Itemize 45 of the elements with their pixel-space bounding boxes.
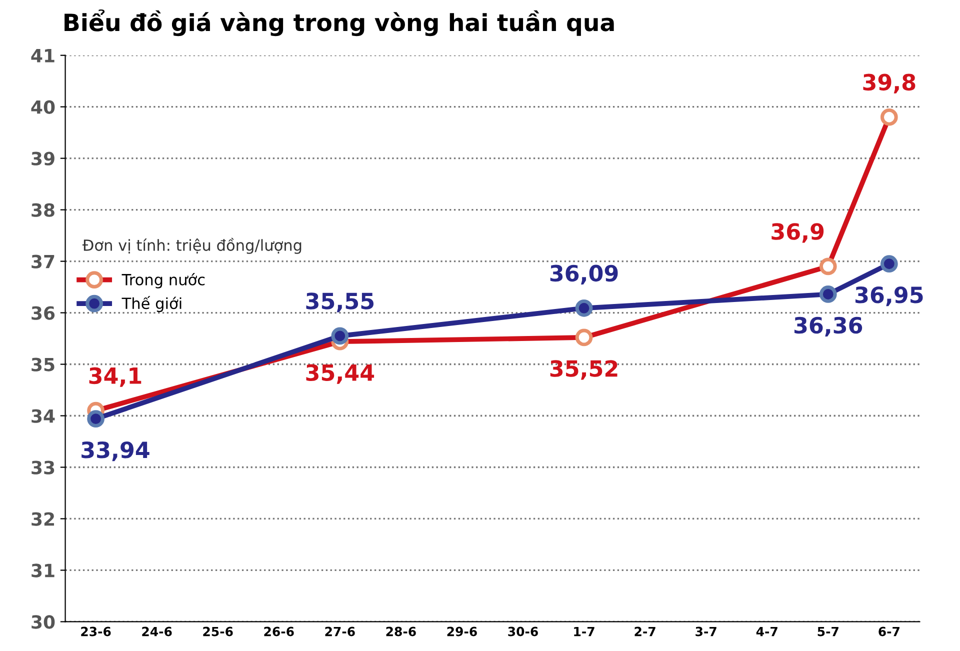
data-label: 36,9: [772, 223, 824, 243]
x-tick-label: 5-7: [818, 626, 838, 636]
y-tick-label: 38: [32, 203, 54, 217]
x-tick-label: 2-7: [634, 626, 656, 636]
point: [880, 255, 898, 273]
y-tick-label: 40: [31, 100, 55, 114]
data-label: 36,95: [856, 286, 923, 306]
data-label: 36,09: [550, 264, 618, 284]
point: [87, 410, 104, 428]
data-label: 33,94: [82, 441, 150, 462]
x-tick-label: 27-6: [325, 626, 355, 636]
x-tick-label: 1-7: [574, 626, 594, 636]
data-label: 36,36: [794, 316, 862, 337]
data-label: 35,52: [550, 360, 618, 380]
annotation: Đơn vị tính: triệu đồng/lượng: [82, 238, 302, 254]
x-tick-label: 26-6: [264, 626, 294, 636]
point: [331, 327, 349, 345]
x-tick-label: 4-7: [756, 626, 778, 636]
x-tick-label: 3-7: [696, 626, 716, 636]
x-tick-label: 25-6: [203, 626, 233, 636]
y-tick-label: 39: [32, 152, 54, 166]
x-tick-label: 28-6: [386, 626, 416, 636]
y-tick-label: 31: [32, 564, 54, 578]
data-label: 35,44: [306, 364, 374, 384]
y-tick-label: 36: [32, 306, 55, 320]
x-tick-label: 6-7: [878, 626, 900, 636]
point: [575, 299, 593, 317]
chart-title: Biểu đồ giá vàng trong vòng hai tuần qua: [64, 9, 614, 36]
data-label: 35,55: [306, 292, 374, 312]
data-label: 39,8: [863, 74, 916, 94]
y-tick-label: 34: [32, 409, 55, 423]
x-tick-label: 30-6: [508, 626, 538, 636]
y-tick-label: 30: [32, 615, 55, 629]
legend-label: Trong nước: [122, 272, 205, 288]
x-tick-label: 24-6: [142, 626, 172, 636]
data-label: 34,1: [89, 367, 142, 387]
y-tick-label: 32: [32, 512, 54, 526]
y-tick-label: 37: [32, 254, 54, 268]
x-tick-label: 23-6: [81, 626, 111, 636]
legend-label: Thế giới: [122, 296, 182, 312]
y-tick-label: 33: [32, 460, 54, 474]
y-tick-label: 41: [31, 49, 54, 62]
point: [819, 286, 837, 303]
x-tick-label: 29-6: [447, 626, 477, 636]
y-tick-label: 35: [32, 358, 54, 372]
